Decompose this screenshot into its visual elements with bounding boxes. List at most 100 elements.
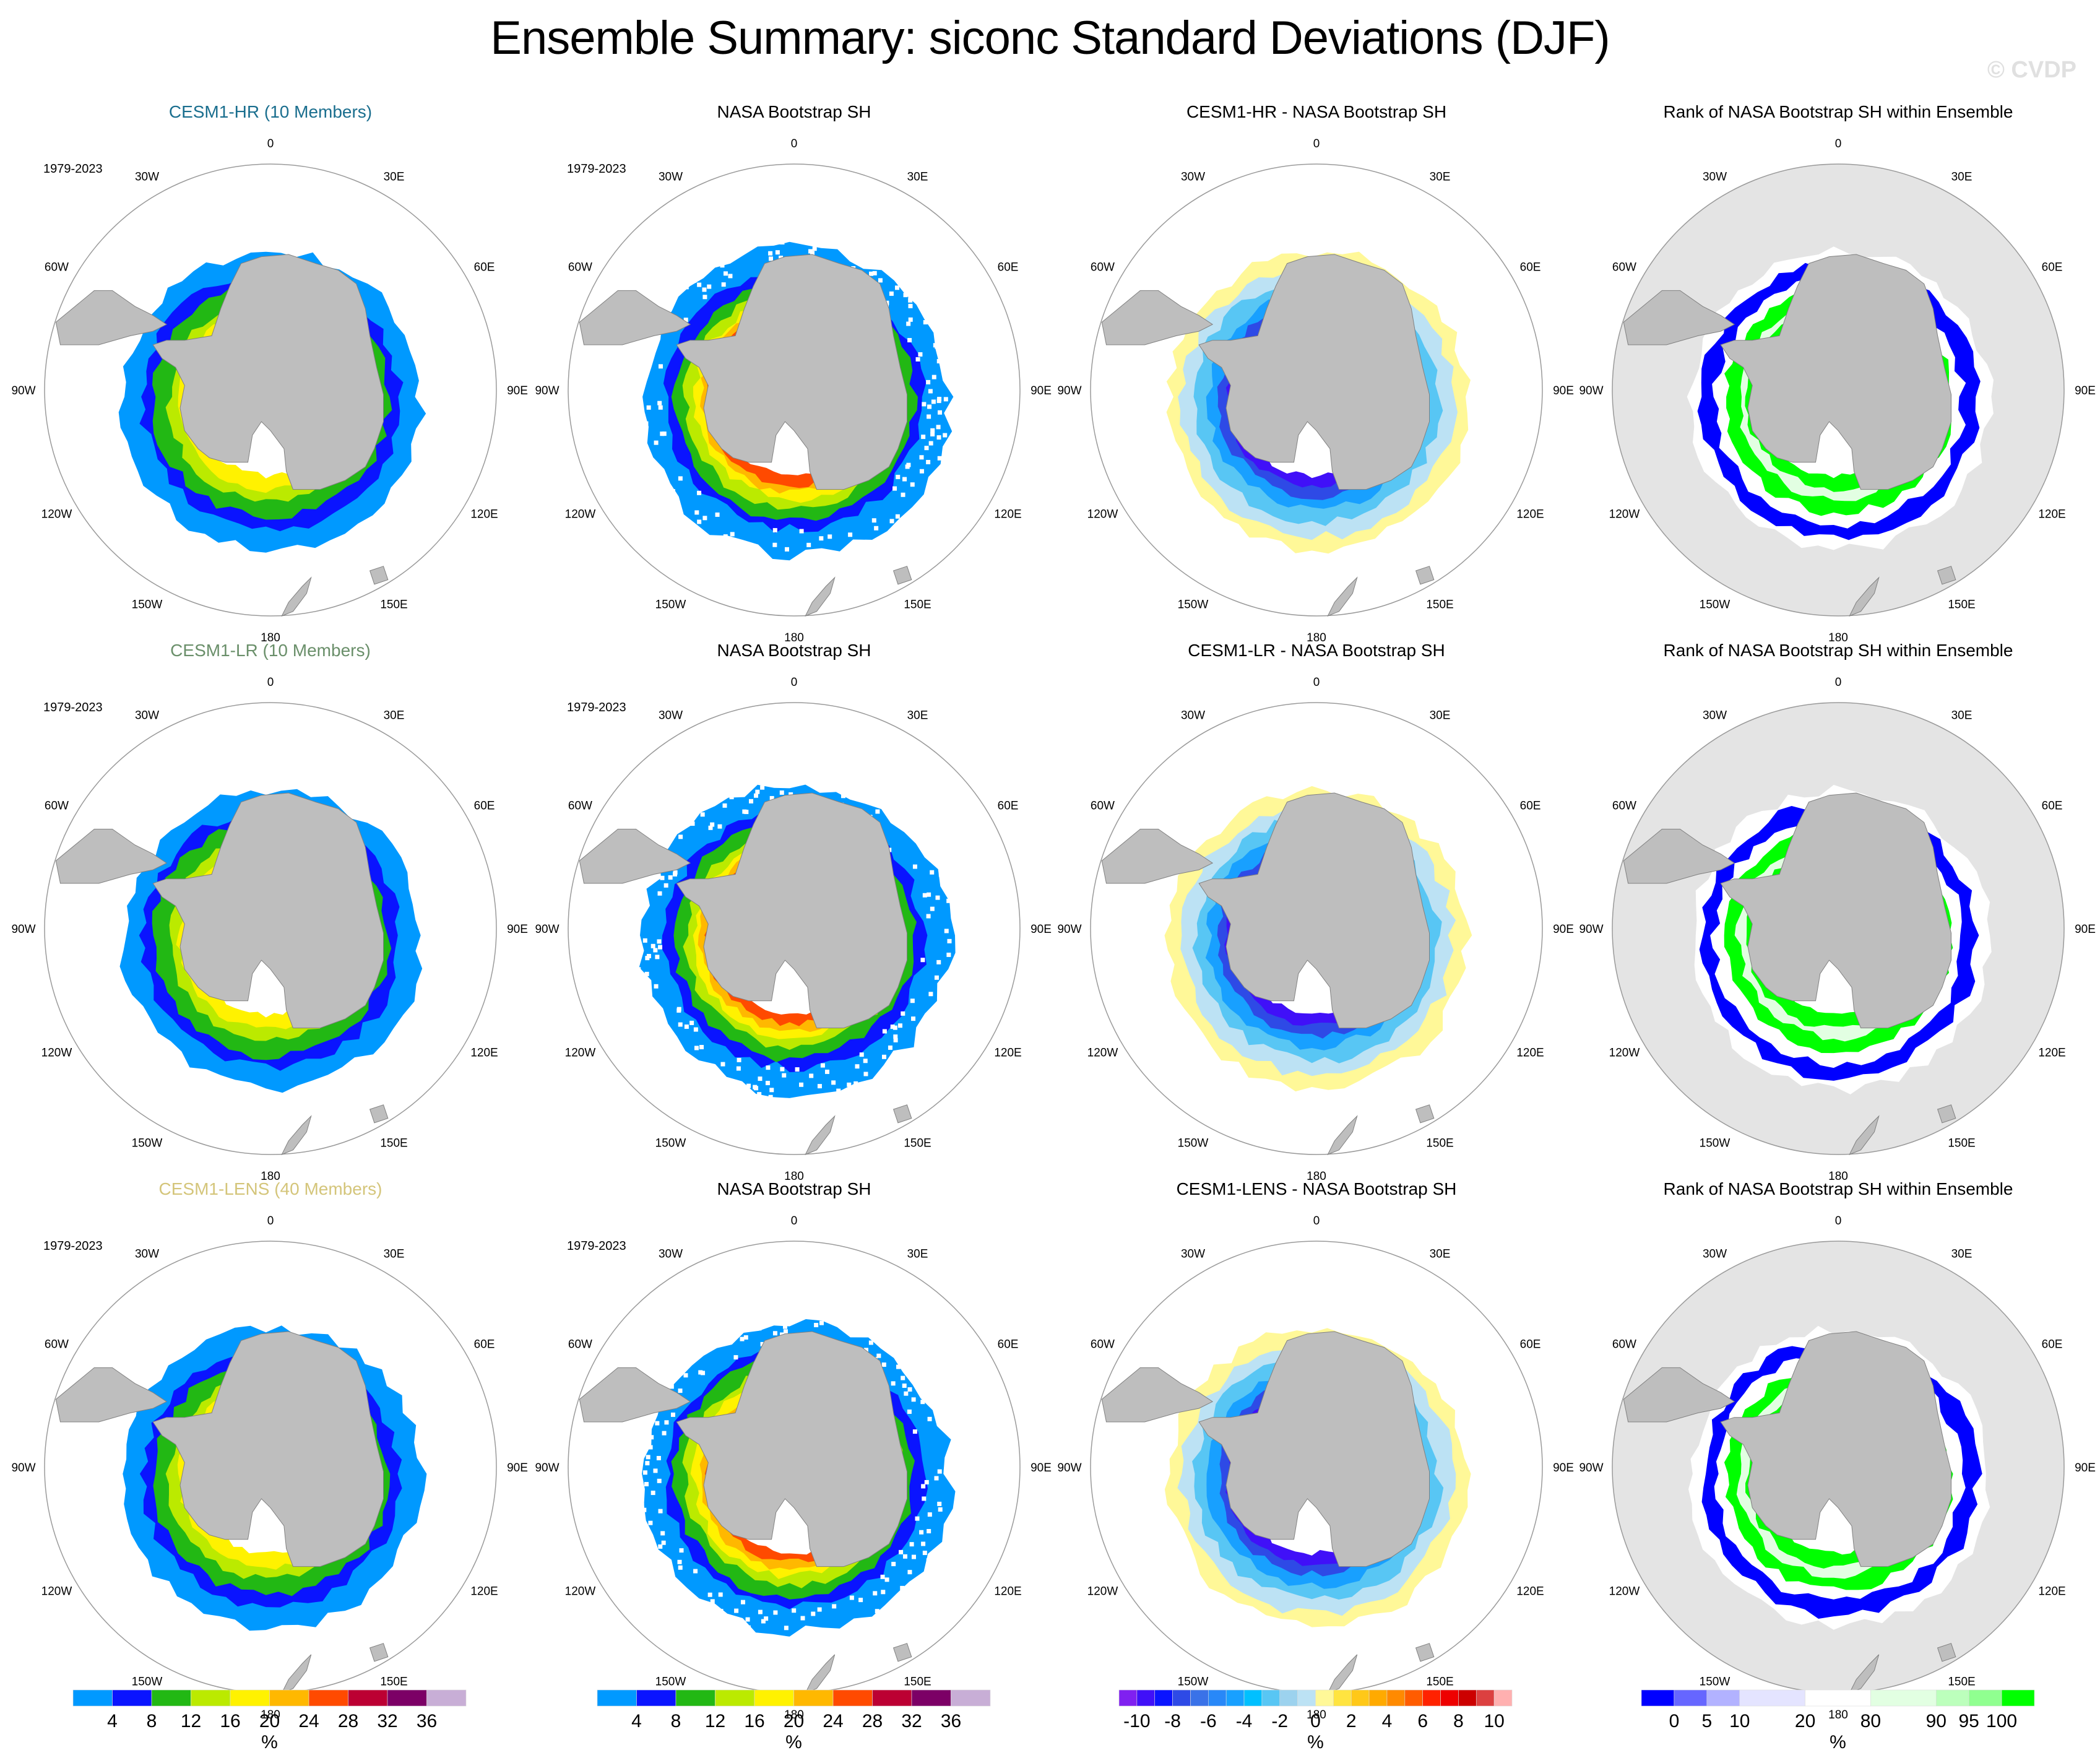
data-gap-cell: [892, 1025, 897, 1030]
data-gap-cell: [902, 1554, 907, 1559]
data-gap-cell: [632, 437, 637, 442]
data-gap-cell: [874, 526, 879, 531]
data-gap-cell: [707, 262, 712, 267]
data-gap-cell: [751, 1316, 756, 1321]
south-america-landmass: [579, 290, 691, 345]
data-gap-cell: [808, 1635, 813, 1640]
data-gap-cell: [635, 986, 640, 991]
data-gap-cell: [903, 293, 908, 298]
longitude-label: 90E: [1553, 923, 1574, 936]
data-gap-cell: [922, 849, 927, 854]
longitude-label: 0: [1313, 137, 1320, 150]
colorbar-box: [793, 1689, 834, 1707]
data-gap-cell: [751, 544, 756, 548]
data-gap-cell: [875, 809, 880, 814]
data-gap-cell: [891, 1057, 896, 1062]
data-gap-cell: [684, 285, 689, 290]
data-gap-cell: [689, 1020, 694, 1025]
colorbar-box: [348, 1689, 388, 1707]
data-gap-cell: [832, 1604, 837, 1609]
data-gap-cell: [931, 375, 936, 379]
data-gap-cell: [920, 1400, 925, 1405]
data-gap-cell: [875, 1609, 879, 1614]
data-gap-cell: [908, 317, 913, 322]
data-gap-cell: [799, 529, 804, 534]
colorbar-tick-label: 90: [1926, 1711, 1947, 1731]
colorbar-box: [1422, 1689, 1441, 1707]
colorbar-box: [230, 1689, 270, 1707]
colorbar-diff: -10 -8 -6 -4 -2 0 2 4 6 8 10%: [1118, 1689, 1513, 1752]
data-gap-cell: [728, 274, 733, 279]
data-gap-cell: [915, 1516, 920, 1521]
longitude-label: 180: [261, 1170, 280, 1183]
colorbar-box: [754, 1689, 794, 1707]
data-gap-cell: [912, 1429, 917, 1434]
data-gap-cell: [907, 1410, 912, 1414]
data-gap-cell: [678, 834, 683, 839]
colorbar-tick-label: 8: [671, 1711, 681, 1731]
data-gap-cell: [908, 298, 913, 303]
longitude-label: 60E: [2042, 800, 2063, 813]
longitude-label: 0: [1313, 1215, 1320, 1228]
data-gap-cell: [690, 821, 695, 826]
data-gap-cell: [769, 795, 774, 800]
data-gap-cell: [922, 1551, 927, 1556]
longitude-label: 180: [1828, 1170, 1848, 1183]
colorbar-box: [72, 1689, 113, 1707]
longitude-label: 150W: [132, 1676, 163, 1689]
longitude-label: 60E: [998, 800, 1019, 813]
data-gap-cell: [663, 883, 668, 888]
data-gap-cell: [648, 1520, 653, 1525]
data-gap-cell: [766, 1065, 771, 1070]
data-gap-cell: [702, 287, 707, 292]
data-gap-cell: [926, 1558, 931, 1563]
data-gap-cell: [892, 1061, 897, 1066]
colorbar-std: 4 8 12 16 20 24 28 32 36%: [72, 1689, 467, 1752]
colorbar-tick-label: 20: [1795, 1711, 1815, 1731]
data-gap-cell: [692, 278, 697, 283]
panel-title: NASA Bootstrap SH: [717, 102, 871, 121]
data-gap-cell: [881, 1362, 886, 1367]
data-gap-cell: [824, 1069, 829, 1074]
data-gap-cell: [693, 1569, 698, 1574]
data-gap-cell: [915, 357, 920, 362]
longitude-label: 30W: [135, 709, 159, 722]
data-gap-cell: [849, 1595, 854, 1600]
longitude-label: 180: [1828, 631, 1848, 644]
data-gap-cell: [744, 810, 749, 815]
data-gap-cell: [646, 469, 650, 474]
longitude-label: 150W: [1178, 599, 1209, 612]
data-gap-cell: [722, 803, 727, 808]
data-gap-cell: [938, 410, 943, 415]
data-gap-cell: [935, 895, 940, 900]
colorbar-tick-label: 12: [181, 1711, 201, 1731]
data-gap-cell: [673, 870, 678, 875]
data-gap-cell: [944, 357, 949, 362]
colorbar-tick-label: 0: [1669, 1711, 1680, 1731]
data-gap-cell: [737, 1057, 741, 1062]
data-gap-cell: [657, 1013, 662, 1018]
data-gap-cell: [769, 256, 774, 261]
colorbar-tick-label: -10: [1123, 1711, 1150, 1731]
data-gap-cell: [704, 1063, 709, 1068]
data-gap-cell: [882, 1029, 887, 1034]
colorbar-box: [832, 1689, 873, 1707]
data-gap-cell: [649, 1435, 654, 1440]
data-gap-cell: [749, 799, 754, 804]
tasmania-landmass: [1415, 1643, 1435, 1662]
data-gap-cell: [645, 1461, 650, 1466]
longitude-label: 120E: [470, 508, 498, 521]
data-gap-cell: [657, 401, 662, 405]
data-gap-cell: [908, 294, 913, 299]
data-gap-cell: [812, 246, 817, 251]
data-gap-cell: [701, 1371, 706, 1375]
longitude-label: 180: [261, 631, 280, 644]
longitude-label: 120W: [41, 1047, 72, 1060]
colorbar-box: [951, 1689, 991, 1707]
data-gap-cell: [943, 433, 948, 438]
data-gap-cell: [859, 1052, 864, 1057]
data-gap-cell: [937, 397, 942, 402]
data-gap-cell: [743, 1335, 748, 1340]
data-gap-cell: [773, 1610, 778, 1615]
data-gap-cell: [806, 542, 811, 547]
